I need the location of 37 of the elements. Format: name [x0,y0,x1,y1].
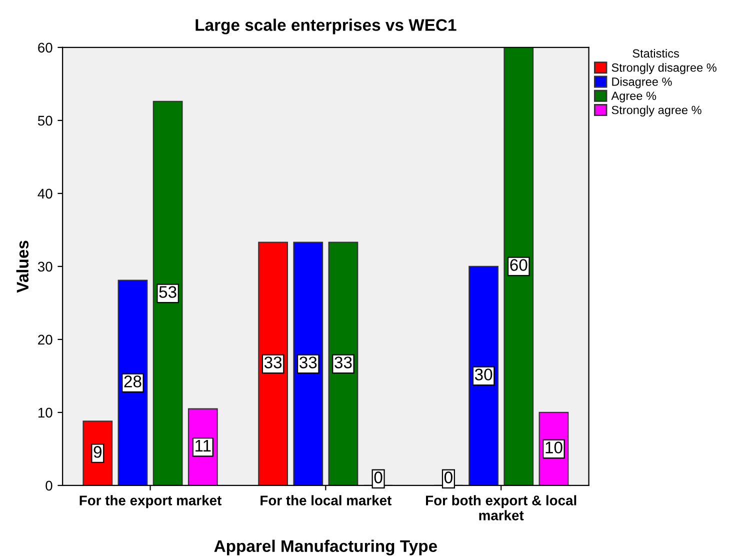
data-label: 28 [124,376,142,388]
x-tick-label: For the local market [260,495,392,506]
data-label: 11 [196,440,211,452]
legend-label: Disagree % [612,77,672,88]
x-axis-title: Apparel Manufacturing Type [214,540,438,556]
data-label: 30 [474,368,492,380]
data-label: 33 [300,356,317,368]
data-label: 53 [159,286,176,298]
y-tick-label: 30 [38,262,52,272]
bar [152,100,183,486]
data-label: 0 [374,472,382,484]
bar [118,280,148,486]
bar [328,242,358,486]
y-tick-label: 0 [46,480,52,491]
bar [293,242,324,486]
y-tick-label: 20 [38,334,52,345]
y-tick-label: 60 [38,42,52,53]
y-tick-label: 40 [38,188,52,199]
x-tick-label: For both export & local market [426,495,576,520]
legend-label: Strongly disagree % [612,63,716,74]
legend-label: Agree % [611,92,656,102]
data-label: 0 [444,472,452,484]
data-label: 33 [334,356,352,368]
data-label: 33 [264,356,282,368]
y-tick-label: 50 [38,116,52,126]
chart-title: Large scale enterprises vs WEC1 [196,18,456,34]
x-tick-label: For the export market [80,495,222,508]
data-label: 9 [94,446,102,458]
y-axis-title: Values [16,240,29,293]
data-label: 60 [510,259,528,271]
legend-label: Strongly agree % [612,106,702,117]
legend-title: Statistics [632,48,679,58]
bar [504,47,534,486]
data-label: 10 [546,442,562,454]
bar [468,266,498,486]
y-tick-label: 10 [38,408,52,418]
bar [258,242,288,486]
